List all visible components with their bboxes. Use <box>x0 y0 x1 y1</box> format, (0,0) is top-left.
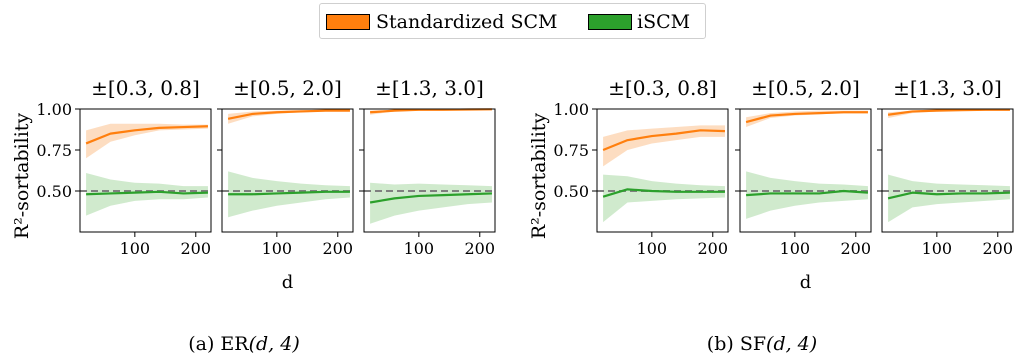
x-axis-label: d <box>800 272 812 293</box>
y-axis-label: R²-sortability <box>11 113 33 240</box>
iscm-line <box>86 190 208 196</box>
iscm-line <box>887 191 1010 200</box>
x-tick-label: 200 <box>180 239 211 258</box>
y-tick-label: 1.00 <box>36 100 72 119</box>
iscm-band <box>86 172 208 216</box>
y-tick-label: 0.75 <box>553 141 589 160</box>
iscm-band <box>370 182 492 224</box>
x-tick-label: 200 <box>322 239 353 258</box>
standardized-scm-line <box>370 108 492 114</box>
panel-frame <box>739 108 872 233</box>
y-tick-label: 0.50 <box>553 182 589 201</box>
iscm-band <box>746 171 868 219</box>
panel-5: ±[0.5, 2.0] 100 200 d <box>735 76 872 293</box>
standardized-scm-band <box>603 125 725 167</box>
x-tick-label: 100 <box>637 239 668 258</box>
panel-title: ±[0.5, 2.0] <box>751 76 860 100</box>
panel-1: ±[0.3, 0.8] 0.50 0.75 1.00 100 200 <box>36 76 212 258</box>
standardized-scm-line <box>602 129 725 152</box>
iscm-band <box>888 174 1010 223</box>
iscm-line <box>746 189 869 197</box>
legend-label-standardized-scm: Standardized SCM <box>376 11 558 33</box>
legend-label-iscm: iSCM <box>637 11 691 33</box>
panel-frame <box>596 108 729 233</box>
y-tick-label: 1.00 <box>553 100 589 119</box>
standardized-scm-line <box>887 108 1010 116</box>
panel-3: ±[1.3, 3.0] 100 200 <box>359 76 496 258</box>
x-tick-label: 100 <box>780 239 811 258</box>
x-axis-label: d <box>282 272 294 293</box>
subfigure-caption-a: (a) ER(d, 4) <box>188 333 300 355</box>
standardized-scm-line <box>85 125 208 145</box>
standardized-scm-line <box>227 109 350 120</box>
x-tick-label: 100 <box>262 239 293 258</box>
legend-swatch-iscm <box>588 14 632 30</box>
y-tick-label: 0.75 <box>36 141 72 160</box>
panel-6: ±[1.3, 3.0] 100 200 <box>877 76 1014 258</box>
caption-prefix: (a) <box>188 333 220 355</box>
iscm-band <box>228 171 350 218</box>
caption-model: SF <box>740 333 766 355</box>
standardized-scm-line <box>745 111 868 124</box>
iscm-line <box>228 190 350 196</box>
x-tick-label: 100 <box>922 239 953 258</box>
panel-frame <box>79 108 212 233</box>
x-tick-label: 200 <box>697 239 728 258</box>
caption-args: (d, 4) <box>766 333 817 355</box>
x-tick-label: 100 <box>404 239 435 258</box>
x-tick-label: 200 <box>464 239 495 258</box>
panel-title: ±[1.3, 3.0] <box>893 76 1002 100</box>
caption-args: (d, 4) <box>249 333 300 355</box>
chart-legend: Standardized SCM iSCM <box>319 3 706 39</box>
iscm-line <box>369 192 492 204</box>
panel-title: ±[1.3, 3.0] <box>375 76 484 100</box>
panel-frame <box>363 108 496 233</box>
panel-title: ±[0.3, 0.8] <box>608 76 717 100</box>
panel-2: ±[0.5, 2.0] 100 200 d <box>217 76 354 293</box>
panel-frame <box>881 108 1014 233</box>
y-axis-label: R²-sortability <box>528 113 550 240</box>
x-tick-label: 200 <box>982 239 1013 258</box>
panel-frame <box>221 108 354 233</box>
legend-swatch-standardized-scm <box>326 14 370 30</box>
caption-model: ER <box>220 333 249 355</box>
iscm-line <box>602 188 725 198</box>
y-tick-label: 0.50 <box>36 182 72 201</box>
iscm-band <box>603 174 725 223</box>
caption-prefix: (b) <box>707 333 740 355</box>
panel-title: ±[0.3, 0.8] <box>91 76 200 100</box>
x-tick-label: 100 <box>120 239 151 258</box>
panel-title: ±[0.5, 2.0] <box>233 76 342 100</box>
panel-4: ±[0.3, 0.8] 0.50 0.75 1.00 100 200 <box>553 76 729 258</box>
x-tick-label: 200 <box>840 239 871 258</box>
subfigure-caption-b: (b) SF(d, 4) <box>707 333 817 355</box>
